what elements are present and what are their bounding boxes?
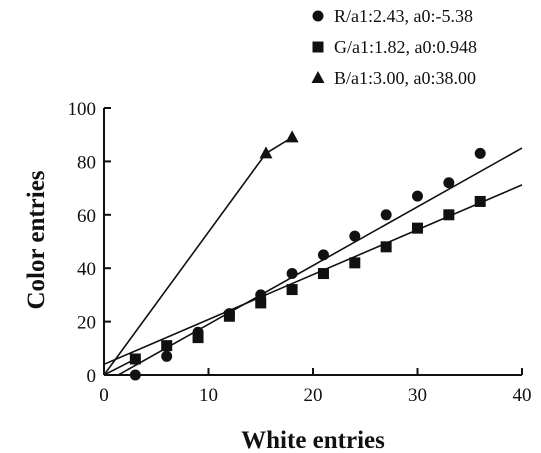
g-data-point xyxy=(129,353,141,365)
x-tick-label: 30 xyxy=(408,385,427,406)
y-tick-label: 60 xyxy=(77,206,96,227)
y-tick-label: 20 xyxy=(77,313,96,334)
g-data-point xyxy=(286,284,298,296)
g-data-point xyxy=(474,195,486,207)
g-data-point xyxy=(255,297,267,309)
r-legend-label: R/a1:2.43, a0:-5.38 xyxy=(334,6,473,26)
r-data-point xyxy=(443,177,455,189)
data-points xyxy=(129,130,486,381)
x-tick-label: 10 xyxy=(199,385,218,406)
r-legend-marker xyxy=(312,10,324,22)
b-data-point xyxy=(285,130,299,143)
x-axis-title: White entries xyxy=(241,427,385,453)
r-data-point xyxy=(317,249,329,261)
b-legend-marker xyxy=(311,71,325,83)
r-data-point xyxy=(349,230,361,242)
r-data-point xyxy=(286,268,298,280)
y-tick-label: 40 xyxy=(77,259,96,280)
g-data-point xyxy=(349,257,361,269)
r-data-point xyxy=(161,350,173,362)
y-tick-label: 100 xyxy=(68,99,97,120)
r-data-point xyxy=(474,147,486,159)
g-data-point xyxy=(443,209,455,221)
y-tick-label: 0 xyxy=(87,366,97,387)
y-axis-title: Color entries xyxy=(23,170,50,309)
g-data-point xyxy=(192,332,204,344)
x-tick-label: 40 xyxy=(513,385,532,406)
legend: R/a1:2.43, a0:-5.38 G/a1:1.82, a0:0.948 B/… xyxy=(311,6,477,88)
g-data-point xyxy=(317,268,329,280)
x-tick-label: 20 xyxy=(304,385,323,406)
b-legend-label: B/a1:3.00, a0:38.00 xyxy=(334,68,476,88)
r-data-point xyxy=(129,369,141,381)
g-legend-marker xyxy=(312,41,324,53)
g-data-point xyxy=(412,222,423,234)
fit-lines xyxy=(103,136,523,376)
g-data-point xyxy=(161,340,173,352)
r-data-point xyxy=(380,209,392,221)
r-data-point xyxy=(412,190,423,202)
y-tick-label: 80 xyxy=(77,152,96,173)
x-tick-label: 0 xyxy=(99,385,109,406)
b-data-point xyxy=(259,146,273,159)
r-fit-line xyxy=(117,147,523,376)
g-fit-line xyxy=(103,184,523,366)
g-data-point xyxy=(223,310,235,322)
axes: 0 10 20 30 40 0 20 40 60 80 100 xyxy=(68,99,532,406)
g-legend-label: G/a1:1.82, a0:0.948 xyxy=(334,37,477,57)
g-data-point xyxy=(380,241,392,253)
